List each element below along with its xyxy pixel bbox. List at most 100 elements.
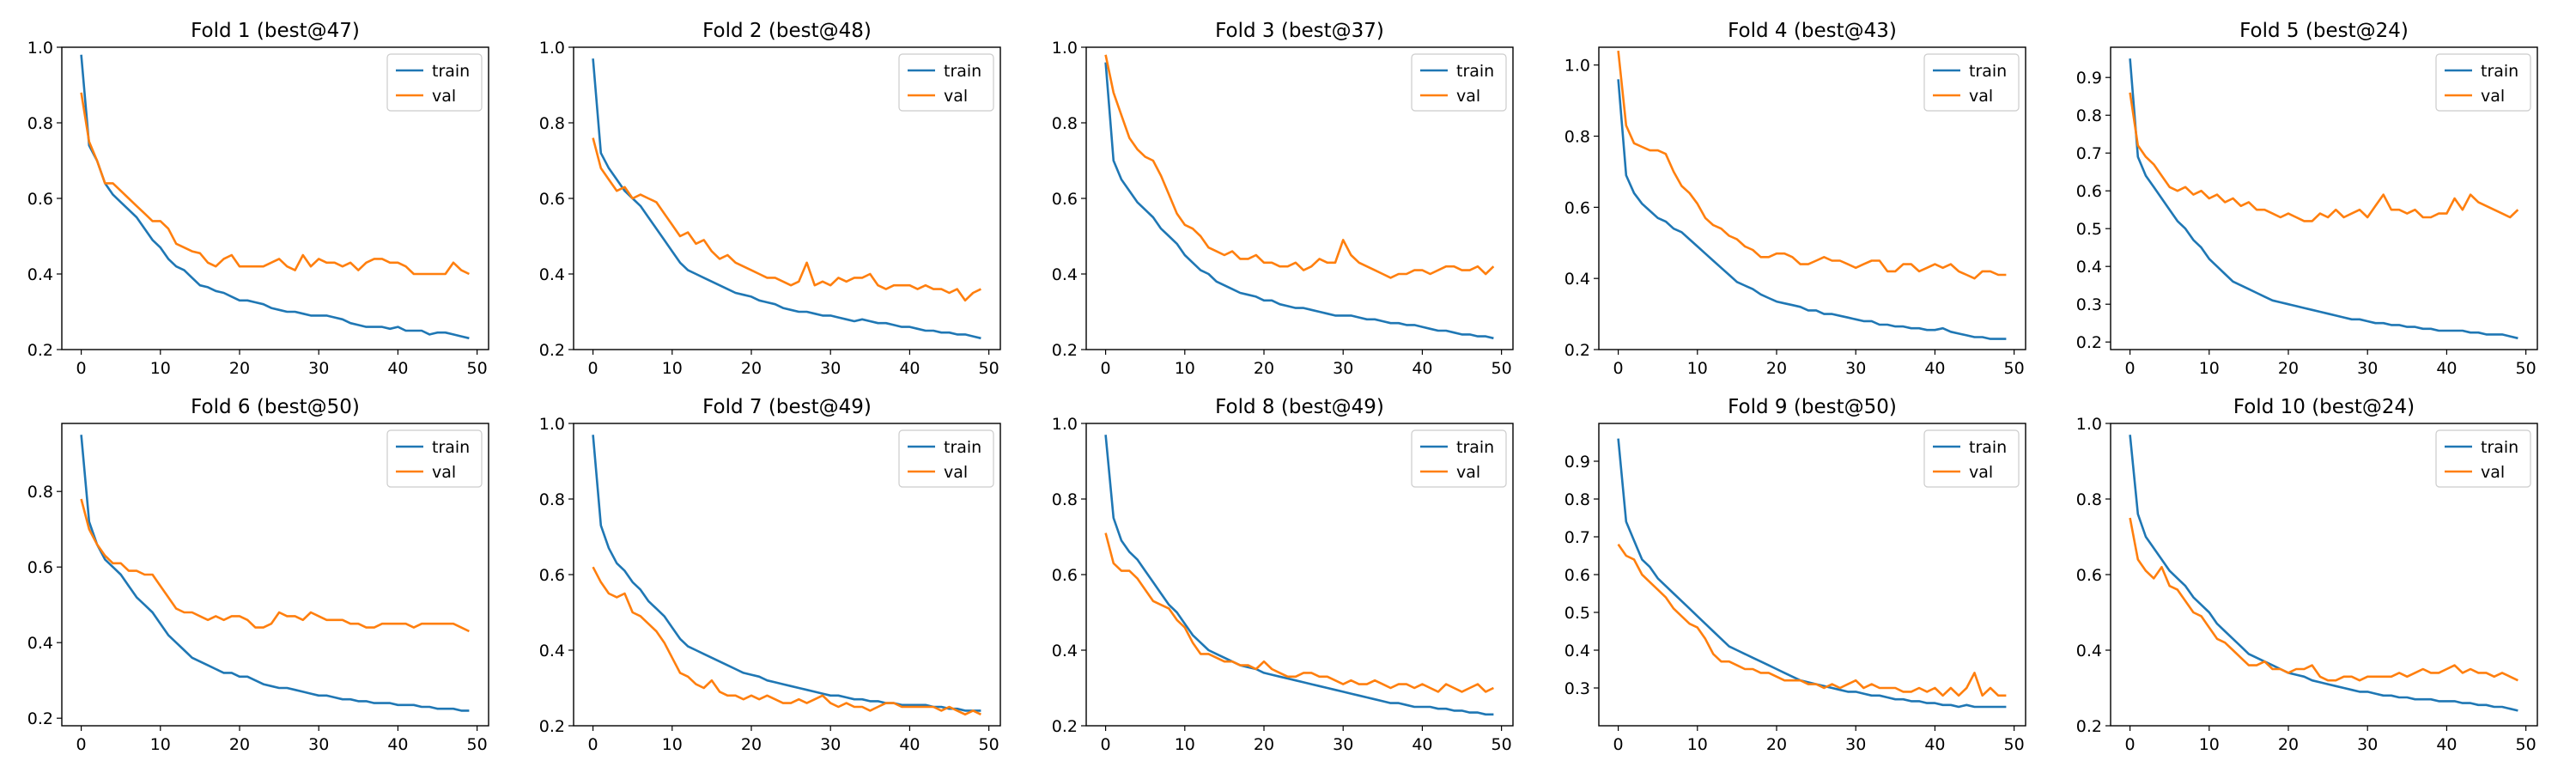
y-tick-label: 0.2 (1052, 717, 1078, 736)
y-tick-label: 0.6 (1564, 198, 1590, 217)
legend: train val (386, 53, 483, 112)
x-tick-label: 50 (467, 735, 488, 754)
train-line (80, 54, 470, 340)
y-tick-label: 0.4 (27, 634, 53, 653)
legend: train val (2435, 429, 2531, 488)
y-tick-label: 0.6 (539, 190, 565, 209)
legend-box (1411, 429, 1507, 488)
val-line (2129, 517, 2518, 682)
x-tick-label: 20 (229, 735, 250, 754)
train-line (1104, 62, 1494, 340)
y-tick-label: 0.8 (539, 490, 565, 509)
train-line (592, 58, 981, 340)
legend-label-train: train (432, 438, 470, 457)
y-tick-label: 0.2 (1564, 341, 1590, 360)
x-tick-label: 30 (308, 359, 329, 378)
legend-box (2435, 53, 2531, 112)
fold-panel-7: Fold 7 (best@49) 0.2 0.4 0.6 0.8 1.0 0 10 20 30 40… (539, 396, 1001, 754)
x-tick-label: 40 (1924, 735, 1945, 754)
fold-panel-2: Fold 2 (best@48) 0.2 0.4 0.6 0.8 1.0 0 10 20 30 40… (539, 20, 1001, 378)
y-tick-label: 0.8 (1052, 490, 1078, 509)
y-tick-label: 0.6 (1052, 190, 1078, 209)
y-tick-label: 0.8 (1052, 114, 1078, 133)
y-tick-label: 1.0 (539, 39, 565, 58)
y-tick-label: 0.4 (1052, 642, 1078, 660)
y-tick-label: 0.8 (1564, 490, 1590, 509)
x-tick-label: 0 (2125, 735, 2136, 754)
axes-frame (573, 46, 1001, 350)
y-tick-label: 1.0 (2076, 415, 2102, 434)
x-tick-label: 0 (1613, 735, 1624, 754)
x-tick-label: 40 (899, 735, 920, 754)
legend-box (1923, 53, 2020, 112)
x-tick-label: 0 (2125, 359, 2136, 378)
y-tick-label: 0.4 (539, 265, 565, 284)
x-tick-label: 50 (2004, 735, 2025, 754)
train-line (80, 435, 470, 712)
y-tick-label: 0.3 (2076, 295, 2102, 314)
x-tick-label: 0 (76, 359, 87, 378)
val-line (1617, 544, 2007, 697)
legend-label-val: val (1456, 463, 1480, 482)
x-tick-label: 10 (1687, 359, 1708, 378)
x-tick-label: 20 (741, 359, 762, 378)
x-tick-label: 40 (899, 359, 920, 378)
legend-label-val: val (1969, 463, 1993, 482)
y-tick-label: 1.0 (27, 39, 53, 58)
train-line (2129, 435, 2518, 712)
x-tick-label: 50 (467, 359, 488, 378)
y-tick-label: 0.4 (1564, 270, 1590, 289)
legend-box (386, 429, 483, 488)
x-tick-label: 30 (308, 735, 329, 754)
x-tick-label: 10 (1175, 359, 1195, 378)
legend-label-train: train (944, 62, 981, 81)
axes-frame (61, 423, 489, 727)
y-tick-label: 0.2 (27, 341, 53, 360)
legend-box (386, 53, 483, 112)
panel-title: Fold 9 (best@50) (1728, 396, 1897, 418)
x-tick-label: 50 (2004, 359, 2025, 378)
legend: train val (1411, 53, 1507, 112)
x-tick-label: 20 (1766, 359, 1787, 378)
x-tick-label: 40 (387, 359, 408, 378)
x-tick-label: 20 (1254, 735, 1274, 754)
legend-label-val: val (944, 87, 968, 106)
legend-box (898, 53, 994, 112)
legend-label-val: val (1456, 87, 1480, 106)
y-tick-label: 0.8 (2076, 490, 2102, 509)
y-tick-label: 1.0 (539, 415, 565, 434)
legend-label-train: train (2481, 438, 2518, 457)
fold-panel-9: Fold 9 (best@50) 0.3 0.4 0.5 0.6 0.7 0.8 0.9 0 10… (1564, 396, 2026, 754)
y-tick-label: 0.2 (539, 341, 565, 360)
legend: train val (1923, 429, 2020, 488)
val-line (80, 498, 470, 633)
train-line (2129, 58, 2518, 340)
panel-title: Fold 5 (best@24) (2239, 20, 2409, 42)
panel-title: Fold 3 (best@37) (1215, 20, 1384, 42)
panel-title: Fold 8 (best@49) (1215, 396, 1384, 418)
y-tick-label: 0.4 (1052, 265, 1078, 284)
val-line (592, 137, 981, 302)
x-tick-label: 30 (1845, 359, 1866, 378)
panel-title: Fold 1 (best@47) (191, 20, 360, 42)
x-tick-label: 10 (662, 735, 683, 754)
panel-title: Fold 7 (best@49) (702, 396, 872, 418)
y-tick-label: 0.7 (1564, 528, 1590, 547)
x-tick-label: 10 (150, 359, 171, 378)
y-tick-label: 0.8 (27, 114, 53, 133)
fold-panel-3: Fold 3 (best@37) 0.2 0.4 0.6 0.8 1.0 0 10 20 30 40… (1052, 20, 1514, 378)
x-tick-label: 40 (1924, 359, 1945, 378)
panel-title: Fold 2 (best@48) (702, 20, 872, 42)
x-tick-label: 40 (1412, 735, 1432, 754)
y-tick-label: 0.5 (2076, 220, 2102, 239)
y-tick-label: 0.2 (2076, 717, 2102, 736)
x-tick-label: 50 (2516, 735, 2537, 754)
y-tick-label: 1.0 (1052, 39, 1078, 58)
val-line (592, 566, 981, 716)
y-tick-label: 0.4 (27, 265, 53, 284)
y-tick-label: 0.8 (1564, 128, 1590, 147)
legend-label-val: val (944, 463, 968, 482)
legend-box (898, 429, 994, 488)
fold-panel-5: Fold 5 (best@24) 0.2 0.3 0.4 0.5 0.6 0.7 0.8 0.9… (2076, 20, 2538, 378)
